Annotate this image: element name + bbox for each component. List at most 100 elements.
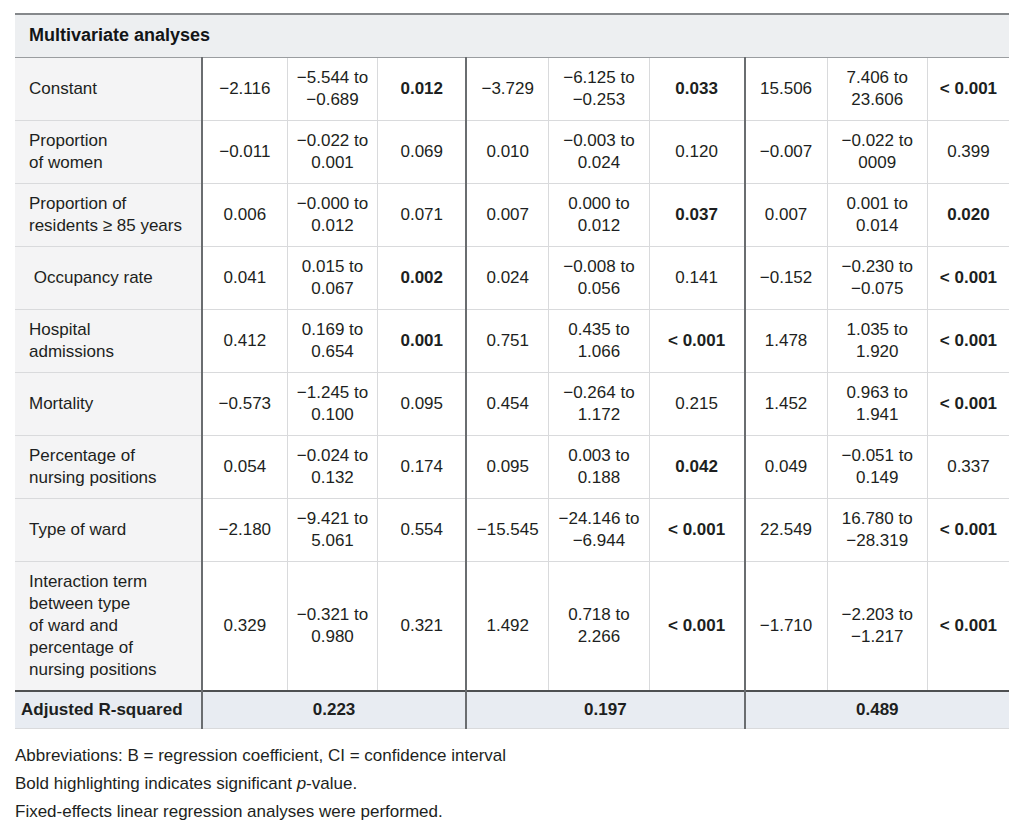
ci-cell: 0.015 to 0.067 (287, 247, 377, 310)
row-label: Occupancy rate (15, 247, 202, 310)
table-row: Percentage of nursing positions 0.054 −0… (15, 436, 1009, 499)
b-cell: −0.007 (745, 121, 828, 184)
table-footnotes: Abbreviations: B = regression coefficien… (15, 742, 1009, 825)
ci-cell: −0.264 to 1.172 (549, 373, 649, 436)
b-cell: 0.010 (466, 121, 549, 184)
b-cell: 0.041 (202, 247, 287, 310)
ci-cell: −0.230 to −0.075 (827, 247, 927, 310)
ci-cell: −0.022 to 0009 (827, 121, 927, 184)
b-cell: 0.095 (466, 436, 549, 499)
ci-cell: −0.003 to 0.024 (549, 121, 649, 184)
table-row: Type of ward −2.180 −9.421 to 5.061 0.55… (15, 499, 1009, 562)
footnote-method: Fixed-effects linear regression analyses… (15, 798, 1009, 825)
table-row: Interaction term between type of ward an… (15, 562, 1009, 692)
ci-cell: −0.000 to 0.012 (287, 184, 377, 247)
adjusted-r-squared-row: Adjusted R-squared 0.223 0.197 0.489 (15, 691, 1009, 729)
b-cell: 0.049 (745, 436, 828, 499)
p-value-cell: < 0.001 (649, 499, 744, 562)
p-value-cell: 0.012 (378, 58, 466, 121)
ci-cell: 0.003 to 0.188 (549, 436, 649, 499)
p-value-cell: 0.399 (927, 121, 1009, 184)
p-value-cell: 0.215 (649, 373, 744, 436)
r-squared-value: 0.489 (745, 691, 1009, 729)
ci-cell: −0.321 to 0.980 (287, 562, 377, 692)
b-cell: −3.729 (466, 58, 549, 121)
b-cell: 0.007 (466, 184, 549, 247)
ci-cell: 0.718 to 2.266 (549, 562, 649, 692)
p-value-cell: < 0.001 (927, 58, 1009, 121)
p-value-cell: 0.020 (927, 184, 1009, 247)
b-cell: 0.751 (466, 310, 549, 373)
p-value-cell: 0.095 (378, 373, 466, 436)
ci-cell: 0.000 to 0.012 (549, 184, 649, 247)
row-label: Type of ward (15, 499, 202, 562)
b-cell: 0.454 (466, 373, 549, 436)
ci-cell: −5.544 to −0.689 (287, 58, 377, 121)
b-cell: 22.549 (745, 499, 828, 562)
p-value-cell: 0.002 (378, 247, 466, 310)
p-value-cell: 0.071 (378, 184, 466, 247)
ci-cell: −2.203 to −1.217 (827, 562, 927, 692)
r-squared-value: 0.197 (466, 691, 744, 729)
ci-cell: 0.169 to 0.654 (287, 310, 377, 373)
b-cell: 1.492 (466, 562, 549, 692)
b-cell: 0.006 (202, 184, 287, 247)
b-cell: −15.545 (466, 499, 549, 562)
ci-cell: 0.435 to 1.066 (549, 310, 649, 373)
p-value-cell: < 0.001 (927, 562, 1009, 692)
table-row: Proportion of women −0.011 −0.022 to 0.0… (15, 121, 1009, 184)
p-value-cell: 0.174 (378, 436, 466, 499)
p-value-cell: < 0.001 (649, 310, 744, 373)
b-cell: −1.710 (745, 562, 828, 692)
row-label: Percentage of nursing positions (15, 436, 202, 499)
p-value-cell: < 0.001 (927, 247, 1009, 310)
ci-cell: −0.024 to 0.132 (287, 436, 377, 499)
b-cell: 0.007 (745, 184, 828, 247)
b-cell: 0.054 (202, 436, 287, 499)
p-value-cell: < 0.001 (927, 499, 1009, 562)
b-cell: 15.506 (745, 58, 828, 121)
row-label: Proportion of residents ≥ 85 years (15, 184, 202, 247)
b-cell: 1.452 (745, 373, 828, 436)
p-value-cell: 0.554 (378, 499, 466, 562)
b-cell: −2.116 (202, 58, 287, 121)
p-value-cell: < 0.001 (927, 310, 1009, 373)
p-value-cell: < 0.001 (927, 373, 1009, 436)
row-label: Constant (15, 58, 202, 121)
p-value-cell: 0.141 (649, 247, 744, 310)
ci-cell: 1.035 to 1.920 (827, 310, 927, 373)
b-cell: 1.478 (745, 310, 828, 373)
table-row: Hospital admissions 0.412 0.169 to 0.654… (15, 310, 1009, 373)
ci-cell: 16.780 to −28.319 (827, 499, 927, 562)
ci-cell: −6.125 to −0.253 (549, 58, 649, 121)
table-row: Mortality −0.573 −1.245 to 0.100 0.095 0… (15, 373, 1009, 436)
b-cell: 0.412 (202, 310, 287, 373)
b-cell: −0.011 (202, 121, 287, 184)
ci-cell: −0.008 to 0.056 (549, 247, 649, 310)
footnote-abbreviations: Abbreviations: B = regression coefficien… (15, 742, 1009, 770)
row-label: Proportion of women (15, 121, 202, 184)
ci-cell: −0.022 to 0.001 (287, 121, 377, 184)
b-cell: −0.573 (202, 373, 287, 436)
ci-cell: −1.245 to 0.100 (287, 373, 377, 436)
p-value-cell: 0.069 (378, 121, 466, 184)
b-cell: −0.152 (745, 247, 828, 310)
table-row: Proportion of residents ≥ 85 years 0.006… (15, 184, 1009, 247)
table-title: Multivariate analyses (15, 14, 1009, 58)
paper-page: Multivariate analyses Constant −2.116 −5… (0, 0, 1024, 825)
footer-label: Adjusted R-squared (15, 691, 202, 729)
footnote-bold-significance: Bold highlighting indicates significant … (15, 770, 1009, 798)
p-value-cell: 0.037 (649, 184, 744, 247)
b-cell: −2.180 (202, 499, 287, 562)
ci-cell: 0.963 to 1.941 (827, 373, 927, 436)
row-label: Interaction term between type of ward an… (15, 562, 202, 692)
multivariate-analyses-table: Multivariate analyses Constant −2.116 −5… (15, 13, 1009, 729)
table-row: Occupancy rate 0.041 0.015 to 0.067 0.00… (15, 247, 1009, 310)
ci-cell: −9.421 to 5.061 (287, 499, 377, 562)
p-value-cell: 0.120 (649, 121, 744, 184)
row-label: Mortality (15, 373, 202, 436)
ci-cell: −0.051 to 0.149 (827, 436, 927, 499)
r-squared-value: 0.223 (202, 691, 466, 729)
p-value-cell: 0.001 (378, 310, 466, 373)
p-value-cell: 0.033 (649, 58, 744, 121)
